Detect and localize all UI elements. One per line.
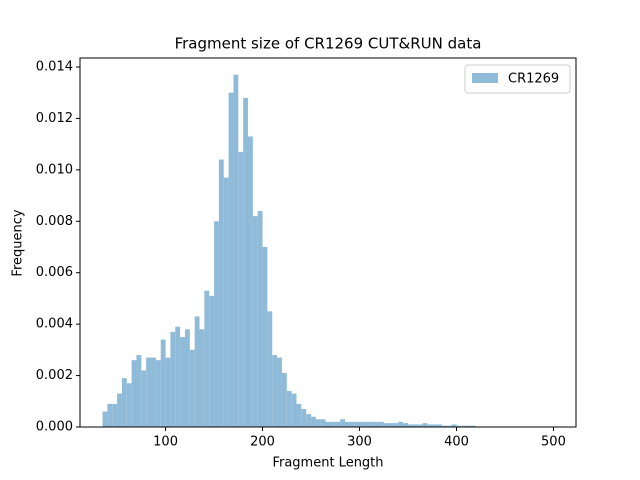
histogram-bar bbox=[155, 360, 161, 427]
histogram-bar bbox=[291, 393, 297, 427]
histogram-bar bbox=[141, 370, 147, 427]
histogram-bar bbox=[107, 403, 113, 427]
histogram-bar bbox=[344, 421, 350, 427]
histogram-bar bbox=[243, 97, 248, 427]
histogram-bar bbox=[228, 92, 234, 427]
histogram-bar bbox=[189, 349, 195, 427]
histogram-bar bbox=[209, 295, 215, 427]
y-tick-label: 0.004 bbox=[36, 317, 73, 332]
histogram-bar bbox=[398, 421, 404, 427]
histogram-bar bbox=[277, 357, 282, 427]
histogram-bar bbox=[364, 421, 370, 427]
histogram-bar bbox=[422, 423, 428, 427]
histogram-bar bbox=[267, 311, 273, 427]
x-axis-label: Fragment Length bbox=[272, 456, 383, 471]
histogram-bar bbox=[252, 216, 258, 427]
histogram-bar bbox=[441, 425, 447, 427]
x-tick-label: 400 bbox=[444, 435, 469, 450]
histogram-bar bbox=[131, 360, 137, 427]
histogram-bar bbox=[121, 378, 127, 427]
histogram-bar bbox=[383, 423, 389, 427]
histogram-bar bbox=[311, 416, 316, 427]
histogram-bar bbox=[456, 425, 462, 427]
histogram-bar bbox=[335, 421, 341, 427]
histogram-bar bbox=[112, 403, 118, 427]
histogram-bar bbox=[412, 424, 418, 427]
x-tick-label: 500 bbox=[541, 435, 566, 450]
histogram-bar bbox=[175, 326, 181, 427]
histogram-bar bbox=[223, 177, 229, 427]
y-tick-label: 0.012 bbox=[36, 111, 73, 126]
histogram-bar bbox=[315, 419, 321, 427]
histogram-bar bbox=[349, 421, 355, 427]
histogram-bar bbox=[354, 421, 360, 427]
histogram-bar bbox=[432, 424, 438, 427]
histogram-bar bbox=[408, 424, 413, 427]
histogram-bar bbox=[218, 159, 224, 428]
y-axis-label: Frequency bbox=[11, 209, 26, 276]
histogram-bar bbox=[296, 403, 302, 427]
legend-box bbox=[464, 64, 571, 94]
histogram-bar bbox=[378, 421, 384, 427]
histogram-bar bbox=[466, 425, 472, 427]
y-tick-label: 0.006 bbox=[36, 265, 73, 280]
histogram-bar bbox=[238, 151, 244, 427]
histogram-bar bbox=[102, 411, 108, 427]
histogram-bar bbox=[184, 329, 190, 427]
histogram-bar bbox=[437, 424, 442, 427]
histogram-bar bbox=[471, 425, 476, 427]
histogram-bar bbox=[374, 421, 379, 427]
histogram-bar bbox=[417, 424, 423, 427]
histogram-bar bbox=[451, 424, 457, 427]
histogram-bar bbox=[233, 74, 239, 427]
y-tick-label: 0.010 bbox=[36, 162, 73, 177]
histogram-bar bbox=[388, 423, 394, 427]
histogram-bar bbox=[117, 393, 122, 427]
y-tick-label: 0.002 bbox=[36, 368, 73, 383]
histogram-bar bbox=[146, 357, 152, 427]
histogram-bar bbox=[257, 211, 263, 427]
histogram-bar bbox=[403, 423, 408, 427]
histogram-bar bbox=[393, 423, 399, 427]
histogram-bar bbox=[170, 331, 176, 427]
histogram-bar bbox=[325, 421, 331, 427]
histogram-bar bbox=[446, 425, 452, 427]
histogram-bar bbox=[165, 357, 171, 427]
legend-swatch bbox=[472, 73, 498, 83]
histogram-bar bbox=[461, 425, 467, 427]
histogram-bar bbox=[306, 414, 312, 427]
histogram-bar bbox=[248, 136, 253, 427]
histogram-bar bbox=[194, 316, 200, 427]
x-tick-label: 100 bbox=[153, 435, 178, 450]
histogram-bar bbox=[214, 221, 219, 427]
x-tick-label: 300 bbox=[347, 435, 372, 450]
histogram-bar bbox=[281, 373, 287, 427]
histogram-bar bbox=[180, 337, 185, 427]
histogram-bar bbox=[301, 409, 307, 427]
histogram-bar bbox=[204, 290, 210, 427]
histogram-bar bbox=[427, 424, 433, 427]
histogram-bar bbox=[136, 355, 142, 427]
y-tick-label: 0.008 bbox=[36, 214, 73, 229]
histogram-bar bbox=[151, 357, 156, 427]
plot-frame bbox=[79, 57, 577, 428]
y-tick-label: 0.000 bbox=[36, 420, 73, 435]
chart-title: Fragment size of CR1269 CUT&RUN data bbox=[175, 35, 482, 53]
histogram-bar bbox=[126, 383, 132, 427]
histogram-bar bbox=[262, 247, 268, 427]
histogram-bar bbox=[160, 339, 166, 427]
histogram-bar bbox=[369, 421, 375, 427]
y-tick-label: 0.014 bbox=[36, 60, 73, 75]
legend-label: CR1269 bbox=[508, 72, 559, 87]
histogram-bar bbox=[320, 419, 326, 427]
histogram-bar bbox=[199, 329, 205, 427]
histogram-bar bbox=[272, 355, 278, 427]
x-tick-label: 200 bbox=[250, 435, 275, 450]
histogram-bar bbox=[359, 421, 365, 427]
histogram-bar bbox=[330, 421, 336, 427]
histogram-bar bbox=[286, 391, 292, 427]
histogram-bar bbox=[340, 419, 345, 427]
